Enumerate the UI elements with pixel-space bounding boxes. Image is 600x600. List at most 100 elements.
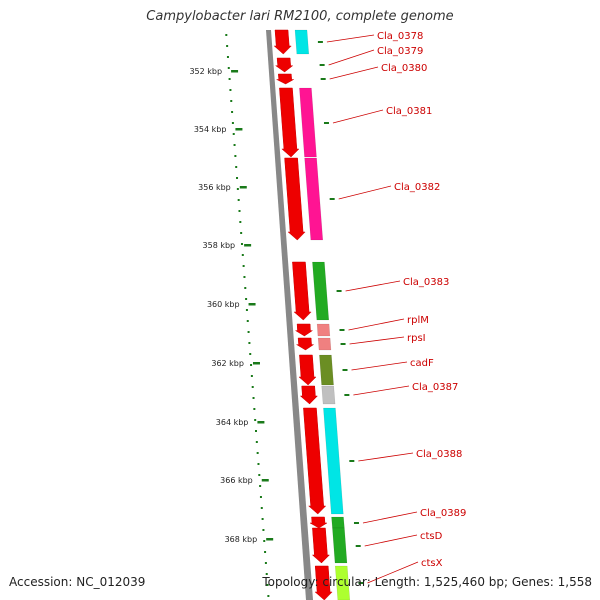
kbp-tick-label: 356 kbp <box>198 183 231 192</box>
gene-label-leader <box>349 336 405 345</box>
tick-dot <box>258 474 261 476</box>
kbp-tick-label: 358 kbp <box>203 241 236 250</box>
tick-dot <box>226 56 229 58</box>
kbp-tick-label: 368 kbp <box>225 535 258 544</box>
tick-dot <box>232 133 235 135</box>
tick-dot <box>226 45 229 47</box>
gene-label-leader <box>338 185 392 200</box>
gene-label-leader <box>351 361 408 371</box>
tick-dot <box>253 408 256 410</box>
tick-dot <box>246 320 249 322</box>
feature-marker <box>320 78 326 80</box>
feature-marker <box>358 582 364 584</box>
tick-dot <box>257 463 260 465</box>
tick-dot <box>262 529 265 531</box>
feature-marker <box>323 122 329 124</box>
kbp-tick-mark <box>248 303 256 306</box>
gene-label-leader <box>348 318 405 331</box>
gene-label: Cla_0382 <box>394 182 440 193</box>
tick-dot <box>243 276 246 278</box>
backbone-line <box>266 30 313 600</box>
accession-text: Accession: NC_012039 <box>9 575 146 589</box>
tick-dot <box>255 441 258 443</box>
tick-dot <box>228 78 231 80</box>
gene-label-leader <box>362 511 418 524</box>
tick-dot <box>240 243 243 245</box>
gene-arrow <box>295 337 315 351</box>
gene-labels: Cla_0378 Cla_0379 Cla_0380 Cla_0381 Cla_0382… <box>326 31 466 584</box>
kbp-tick-mark <box>257 421 265 424</box>
cog-bar <box>319 354 334 386</box>
tick-dot <box>230 100 233 102</box>
tick-dot <box>264 562 267 564</box>
gene-arrow <box>299 385 318 405</box>
tick-dot <box>239 221 242 223</box>
cog-bar <box>299 87 317 158</box>
tick-dot <box>250 364 253 366</box>
kbp-tick-mark <box>266 538 274 541</box>
gene-label: Cla_0381 <box>386 106 432 117</box>
gene-label-leader <box>332 109 384 124</box>
tick-dot <box>234 155 237 157</box>
tick-dot <box>267 595 270 597</box>
gene-label-leader <box>367 561 419 584</box>
kbp-tick-label: 352 kbp <box>189 67 222 76</box>
kbp-tick-mark <box>261 479 269 482</box>
gene-label: ctsD <box>420 531 443 542</box>
gene-label: rpsI <box>407 333 426 344</box>
tick-dot <box>247 331 250 333</box>
tick-dot <box>255 430 257 432</box>
cog-bars <box>294 29 364 600</box>
kbp-tick-mark <box>244 244 252 247</box>
feature-marker <box>344 394 350 396</box>
kbp-tick-label: 364 kbp <box>216 418 249 427</box>
cog-bar <box>321 385 336 405</box>
cog-bar <box>331 516 345 529</box>
kbp-tick-mark <box>235 128 243 131</box>
cog-bar <box>332 527 348 564</box>
feature-marker <box>355 545 361 547</box>
gene-label: rplM <box>407 315 429 326</box>
gene-label-leader <box>364 534 418 547</box>
gene-arrow <box>303 407 327 515</box>
feature-marker <box>353 522 359 524</box>
gene-label: Cla_0389 <box>420 508 466 519</box>
tick-dots <box>225 34 270 597</box>
feature-marker <box>349 460 355 462</box>
tick-dot <box>259 485 262 487</box>
gene-label-leader <box>328 49 375 66</box>
tick-dot <box>235 166 238 168</box>
tick-dot <box>251 386 254 388</box>
kbp-tick-label: 354 kbp <box>194 125 227 134</box>
kbp-tick-label: 362 kbp <box>211 359 244 368</box>
gene-arrow <box>274 57 294 73</box>
tick-dot <box>263 540 266 542</box>
gene-label: Cla_0387 <box>412 382 458 393</box>
gene-label: ctsX <box>421 558 443 569</box>
tick-dot <box>236 177 239 179</box>
cog-bar <box>304 157 324 241</box>
cog-bar <box>323 407 344 515</box>
tick-dot <box>227 67 230 69</box>
tick-dot <box>245 298 248 300</box>
gene-label-leader <box>326 34 375 43</box>
feature-marker <box>339 329 345 331</box>
tick-dot <box>244 287 247 289</box>
gene-arrow <box>311 527 330 564</box>
gene-arrow <box>309 516 328 529</box>
kbp-ticks: 352 kbp 354 kbp 356 kbp 358 kbp 360 kbp 362 k… <box>189 67 274 544</box>
gene-label-leader <box>353 385 410 396</box>
feature-marker <box>329 198 335 200</box>
gene-label: Cla_0378 <box>377 31 423 42</box>
tick-dot <box>242 265 245 267</box>
cog-bar <box>317 337 332 351</box>
gene-label-leader <box>358 452 414 462</box>
gene-label-leader <box>345 280 401 292</box>
kbp-tick-mark <box>239 186 247 189</box>
tick-dot <box>266 584 269 586</box>
kbp-tick-mark <box>231 70 239 73</box>
cog-bar <box>316 323 331 337</box>
gene-label-leader <box>329 66 379 80</box>
